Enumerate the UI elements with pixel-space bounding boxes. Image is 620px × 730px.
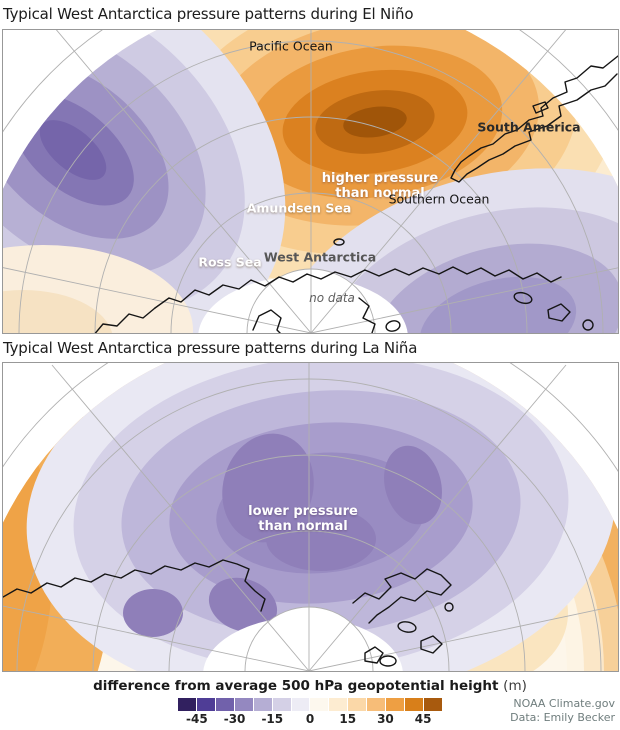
la-nina-map-svg xyxy=(3,363,618,671)
la-nina-title: Typical West Antarctica pressure pattern… xyxy=(3,339,418,357)
colorbar-cell xyxy=(348,698,367,711)
credit-data: Data: Emily Becker xyxy=(510,711,615,724)
colorbar-tick: 0 xyxy=(305,712,315,726)
negative-anomaly-southeast xyxy=(272,168,618,333)
colorbar-tick: -15 xyxy=(261,712,284,726)
colorbar-cell xyxy=(405,698,423,711)
negative-anomaly-northwest xyxy=(3,30,286,333)
graticule xyxy=(3,363,618,671)
el-nino-map-svg xyxy=(3,30,618,333)
graticule xyxy=(3,30,618,333)
colorbar-tick: -45 xyxy=(186,712,208,726)
legend: difference from average 500 hPa geopoten… xyxy=(0,678,620,727)
coastline xyxy=(94,55,618,333)
colorbar-cell xyxy=(423,698,442,711)
coastline xyxy=(3,559,454,667)
colorbar-cell xyxy=(272,698,291,711)
negative-anomaly-lobes xyxy=(123,433,442,637)
colorbar-cell xyxy=(367,698,386,711)
el-nino-title: Typical West Antarctica pressure pattern… xyxy=(3,5,414,23)
colorbar-cell xyxy=(178,698,196,711)
colorbar-ticks: -45 -30 -15 0 15 30 45 xyxy=(178,712,442,727)
legend-title-text: difference from average 500 hPa geopoten… xyxy=(93,678,499,694)
no-data-area xyxy=(203,607,403,671)
colorbar-cell xyxy=(291,698,310,711)
colorbar-tick: 30 xyxy=(377,712,394,726)
contour-fills xyxy=(3,363,618,671)
el-nino-map: Pacific Ocean South America higher press… xyxy=(2,29,619,334)
credit-source: NOAA Climate.gov xyxy=(513,697,615,710)
colorbar-tick: 15 xyxy=(339,712,357,726)
colorbar-tick: 45 xyxy=(414,712,432,726)
contour-fills xyxy=(3,30,618,333)
colorbar xyxy=(178,698,442,711)
colorbar-cell xyxy=(329,698,348,711)
colorbar-tick: -30 xyxy=(223,712,246,726)
no-data-area xyxy=(198,269,408,333)
credits: NOAA Climate.gov Data: Emily Becker xyxy=(510,697,615,725)
legend-title: difference from average 500 hPa geopoten… xyxy=(0,678,620,694)
legend-unit: (m) xyxy=(503,678,527,694)
colorbar-cell xyxy=(253,698,272,711)
colorbar-cell xyxy=(234,698,253,711)
colorbar-cell xyxy=(196,698,215,711)
colorbar-cell xyxy=(215,698,234,711)
colorbar-cell xyxy=(310,698,329,711)
colorbar-cell xyxy=(386,698,405,711)
la-nina-map: lower pressure than normal xyxy=(2,362,619,672)
